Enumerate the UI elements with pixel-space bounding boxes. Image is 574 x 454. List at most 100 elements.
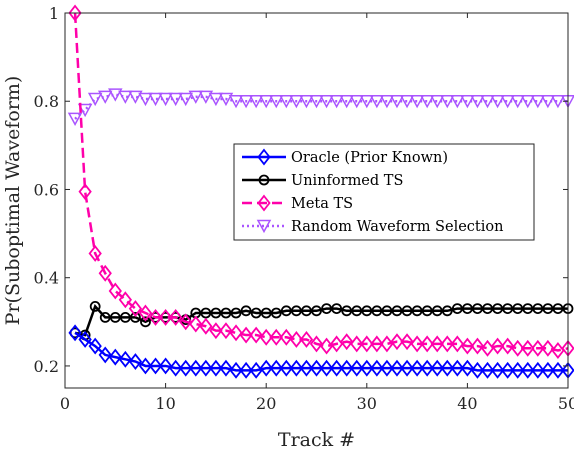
data-point (289, 94, 304, 109)
data-point (179, 359, 193, 377)
data-point (280, 305, 292, 317)
legend-marker (257, 148, 271, 166)
data-point (238, 94, 254, 109)
data-point (169, 359, 183, 377)
data-point (490, 94, 505, 109)
data-point (511, 361, 525, 379)
data-point (219, 359, 233, 377)
legend-box (233, 143, 535, 241)
data-point (531, 339, 545, 357)
series-uninformed-ts (69, 300, 574, 341)
data-point (430, 359, 444, 377)
data-point (130, 312, 141, 323)
y-axis-label: Pr(Suboptimal Waveform) (2, 76, 24, 326)
legend-label: Random Waveform Selection (291, 219, 503, 235)
data-point (270, 307, 282, 319)
data-point (361, 305, 373, 317)
data-point (460, 337, 475, 355)
data-point (400, 333, 414, 351)
data-point (148, 308, 163, 326)
legend-marker (257, 194, 271, 212)
data-point (339, 94, 354, 109)
data-point (542, 303, 554, 314)
data-point (158, 92, 173, 107)
data-point (500, 361, 515, 379)
data-point (380, 359, 394, 377)
data-point (390, 333, 404, 351)
data-point (198, 90, 214, 104)
data-point (209, 359, 223, 377)
data-point (99, 312, 111, 323)
data-point (289, 359, 304, 377)
data-point (108, 88, 123, 102)
data-point (189, 359, 203, 377)
data-point (87, 92, 103, 107)
data-point (98, 346, 112, 364)
data-point (480, 94, 495, 109)
data-point (341, 305, 353, 317)
data-point (299, 331, 314, 348)
data-point (381, 305, 393, 317)
legend-entry: Uninformed TS (242, 173, 403, 189)
data-point (67, 112, 83, 126)
data-point (279, 359, 293, 377)
y-tick-label: 1 (49, 4, 59, 23)
data-point (350, 359, 364, 377)
data-point (118, 90, 133, 104)
data-point (319, 359, 334, 377)
data-point (502, 303, 514, 314)
plot-frame (64, 12, 569, 389)
legend-label: Oracle (Prior Known) (291, 150, 448, 166)
data-point (340, 359, 354, 377)
data-point (209, 322, 223, 340)
data-point (350, 335, 364, 353)
data-point (148, 357, 163, 375)
data-point (349, 94, 365, 109)
data-point (188, 90, 204, 104)
data-point (97, 90, 113, 104)
data-point (540, 94, 556, 109)
data-point (329, 359, 344, 377)
y-tick-label: 0.6 (34, 180, 59, 199)
data-point (409, 94, 425, 109)
data-point (68, 4, 82, 22)
data-point (259, 328, 273, 346)
x-tick-label: 0 (60, 394, 70, 413)
data-point (258, 94, 274, 109)
data-point (450, 359, 464, 377)
data-point (260, 307, 272, 319)
data-point (429, 94, 445, 109)
data-point (249, 326, 263, 344)
data-point (279, 328, 293, 346)
data-point (470, 361, 485, 379)
data-point (301, 305, 312, 317)
data-point (168, 92, 183, 107)
data-point (268, 94, 284, 109)
series-meta-ts (68, 4, 574, 359)
data-point (500, 337, 515, 355)
data-point (88, 337, 102, 355)
series-line (74, 93, 568, 120)
data-point (118, 291, 133, 309)
legend-marker (256, 219, 272, 234)
data-point (331, 303, 343, 314)
data-point (451, 303, 463, 314)
data-point (200, 307, 212, 319)
data-point (420, 359, 434, 377)
x-tick-label: 50 (558, 394, 574, 413)
data-point (410, 335, 424, 353)
data-point (239, 326, 253, 344)
data-point (440, 359, 454, 377)
data-point (89, 300, 101, 312)
legend-label: Uninformed TS (291, 173, 403, 189)
data-point (299, 94, 314, 109)
data-point (138, 92, 153, 107)
data-point (421, 305, 433, 317)
data-point (269, 359, 283, 377)
data-point (492, 303, 503, 314)
data-point (531, 361, 545, 379)
data-point (369, 94, 385, 109)
data-point (329, 94, 344, 109)
data-point (351, 305, 363, 317)
